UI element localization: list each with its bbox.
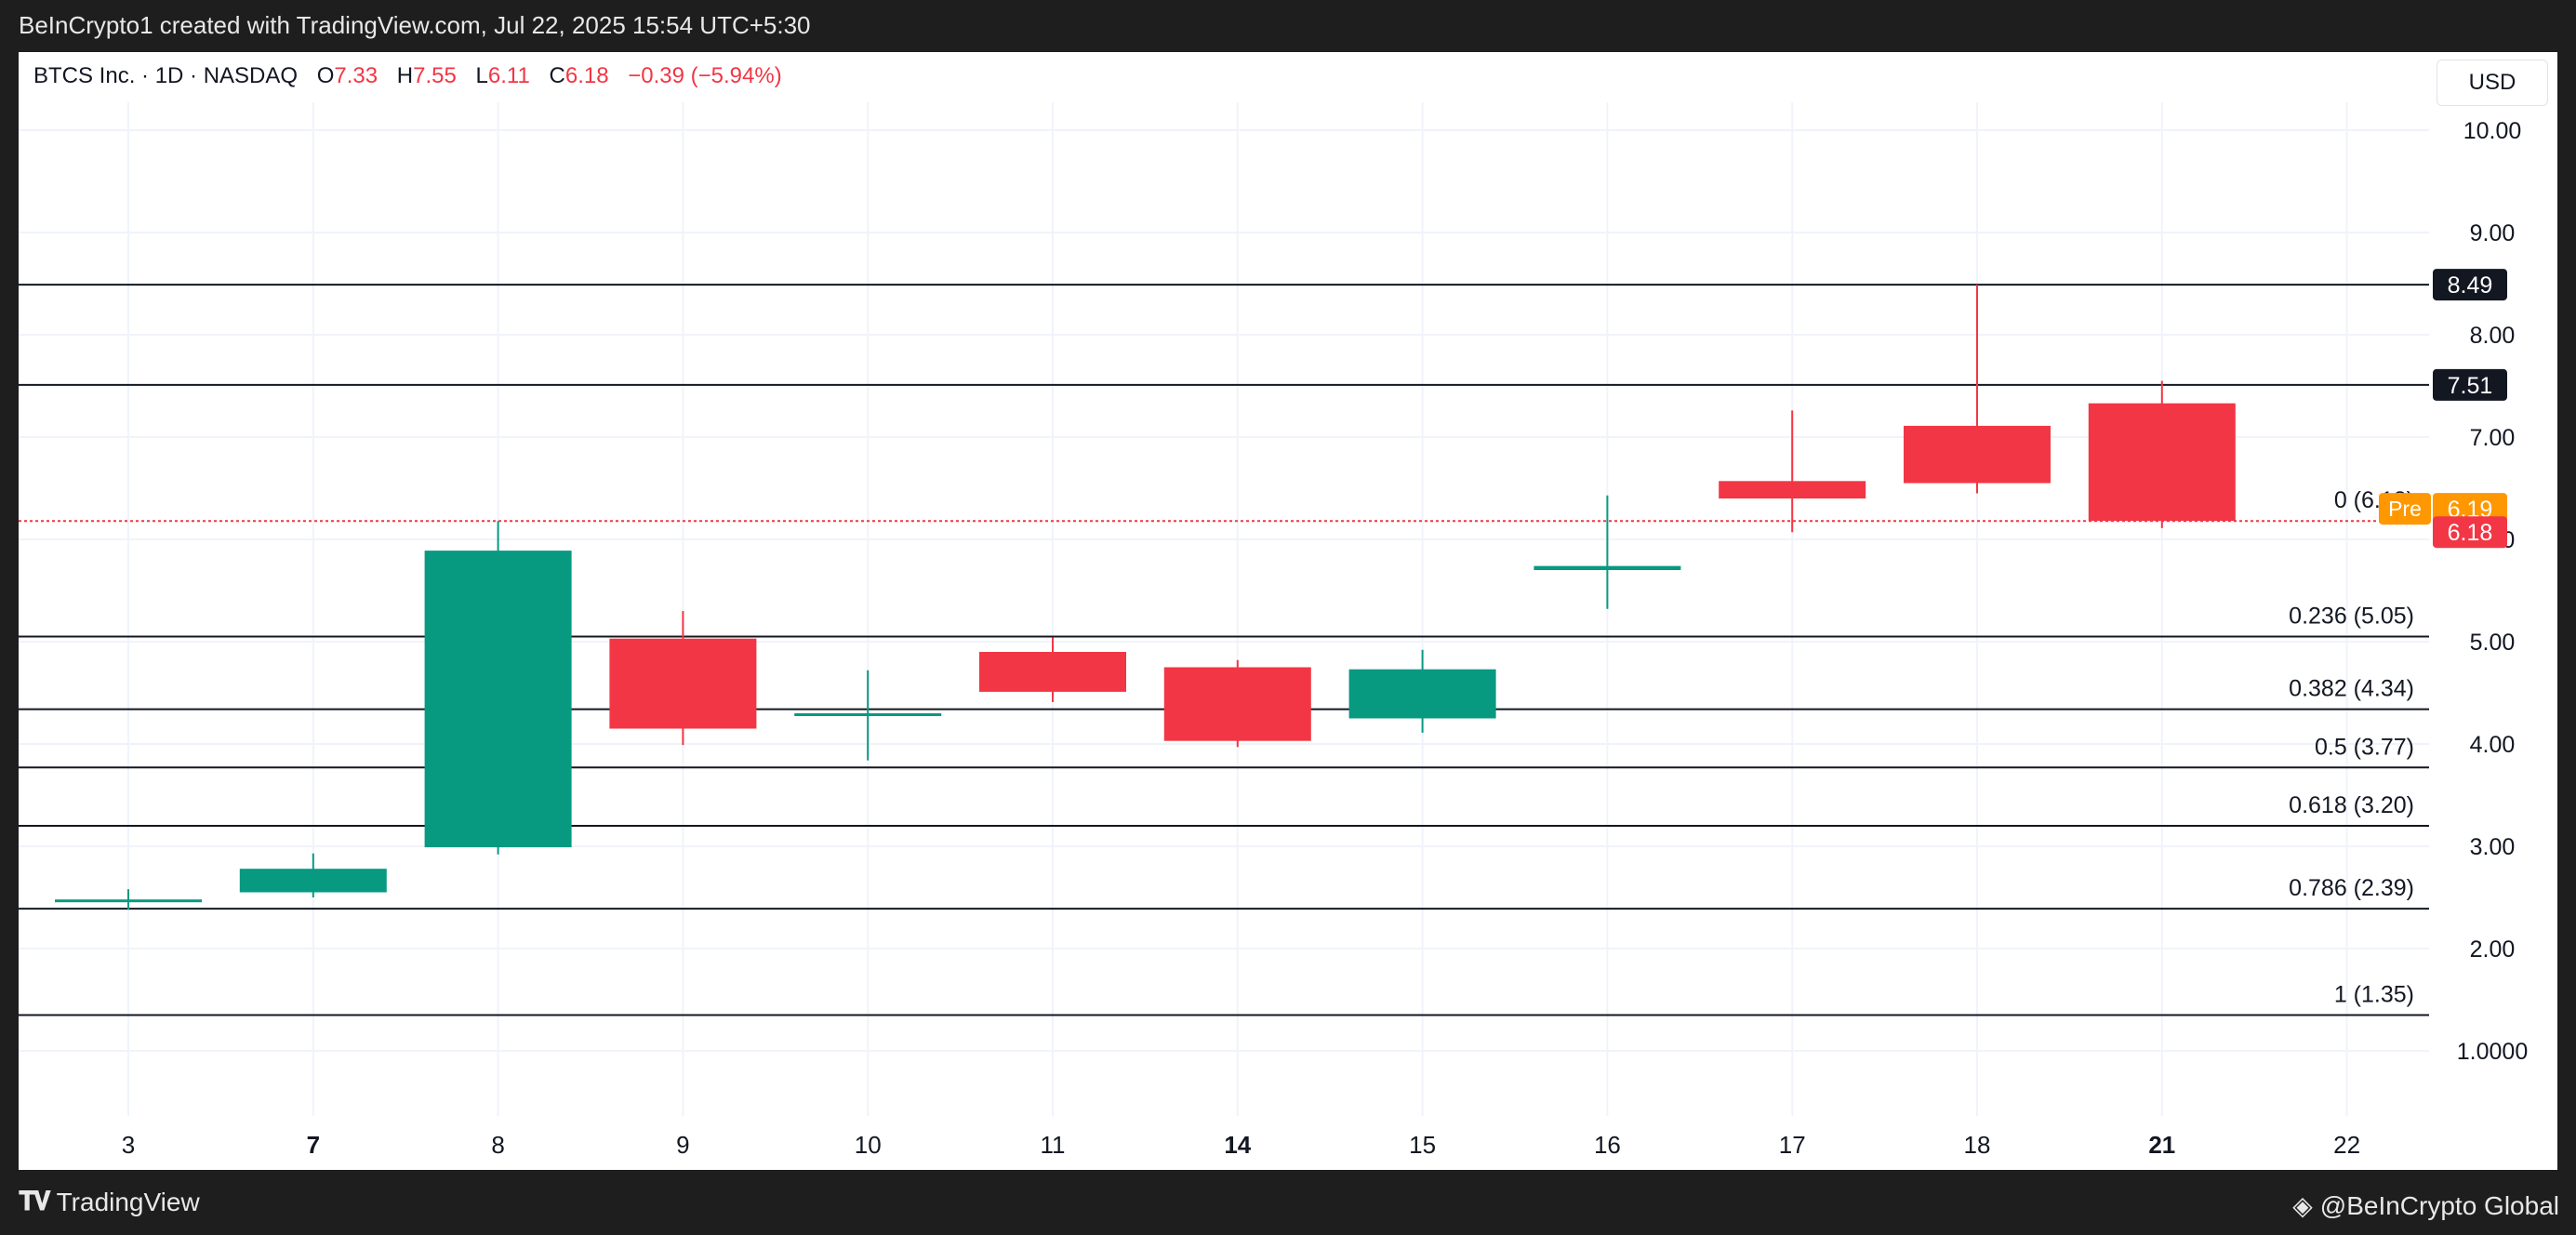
price-level-badge	[2433, 368, 2507, 401]
candle-body	[2088, 403, 2236, 522]
pre-market-tag	[2379, 493, 2431, 525]
candle-body	[609, 638, 757, 729]
fib-level-label: 1 (1.35)	[2334, 982, 2414, 1008]
symbol-legend: BTCS Inc. · 1D · NASDAQ O7.33 H7.55 L6.1…	[33, 63, 782, 89]
fib-level-label: 0.5 (3.77)	[2315, 734, 2414, 760]
fib-level-label: 0.786 (2.39)	[2289, 875, 2414, 901]
watermark-text: @BeInCrypto Global	[2319, 1190, 2559, 1220]
watermark: ◈ @BeInCrypto Global	[2292, 1190, 2559, 1221]
x-tick-label: 10	[855, 1131, 882, 1159]
candle-body	[1163, 667, 1311, 741]
close-value: 6.18	[564, 63, 609, 88]
x-tick-label: 9	[676, 1131, 689, 1159]
symbol-label: BTCS Inc. · 1D · NASDAQ	[33, 63, 299, 88]
close-label: C	[549, 63, 565, 88]
y-tick-label: 8.00	[2470, 323, 2516, 349]
candle-body	[424, 551, 572, 848]
y-tick-label: 9.00	[2470, 220, 2516, 246]
fib-level-label: 0.618 (3.20)	[2289, 792, 2414, 818]
price-level-badge-label: 8.49	[2448, 272, 2493, 299]
x-tick-label: 11	[1041, 1131, 1066, 1159]
diamond-icon: ◈	[2292, 1191, 2313, 1220]
candle-body	[1534, 565, 1681, 570]
candle-body	[794, 713, 942, 716]
fib-level-label: 0.382 (4.34)	[2289, 676, 2414, 702]
top-bar: BeInCrypto1 created with TradingView.com…	[0, 0, 2576, 52]
x-tick-label: 22	[2333, 1131, 2360, 1159]
tradingview-brand: TradingView	[56, 1187, 200, 1216]
open-label: O	[316, 63, 335, 88]
fib-level-label: 0.236 (5.05)	[2289, 604, 2414, 630]
last-price-label: 6.18	[2448, 520, 2493, 546]
x-tick-label: 17	[1779, 1131, 1806, 1159]
candle-body	[1348, 669, 1496, 719]
x-tick-label: 15	[1409, 1131, 1436, 1159]
tradingview-logo[interactable]: 𝐓𝐕 TradingView	[19, 1187, 200, 1217]
y-tick-label: 4.00	[2470, 732, 2516, 758]
y-tick-label: 7.00	[2470, 425, 2516, 451]
bottom-bar	[0, 1170, 2576, 1235]
candle-body	[1719, 481, 1866, 498]
y-tick-label: 1.0000	[2457, 1039, 2528, 1065]
low-value: 6.11	[487, 63, 530, 88]
candle-body	[1904, 425, 2051, 484]
price-level-badge	[2433, 269, 2507, 301]
high-value: 7.55	[413, 63, 457, 88]
open-value: 7.33	[334, 63, 378, 88]
high-label: H	[396, 63, 414, 88]
price-level-badge-label: 7.51	[2448, 373, 2493, 399]
x-tick-label: 21	[2148, 1131, 2175, 1159]
x-tick-label: 3	[122, 1131, 135, 1159]
x-tick-label: 16	[1594, 1131, 1621, 1159]
low-label: L	[475, 63, 488, 88]
tradingview-icon: 𝐓𝐕	[19, 1187, 51, 1215]
candle-body	[55, 899, 202, 903]
y-tick-label: 10.00	[2463, 118, 2522, 144]
last-price-badge	[2433, 516, 2507, 549]
candle-body	[979, 652, 1126, 692]
candle-body	[239, 869, 387, 893]
y-tick-label: 2.00	[2470, 936, 2516, 963]
created-by-text: BeInCrypto1 created with TradingView.com…	[19, 11, 811, 39]
currency-button[interactable]: USD	[2437, 60, 2548, 106]
y-tick-label: 5.00	[2470, 630, 2516, 656]
x-tick-label: 7	[307, 1131, 320, 1159]
y-tick-label: 3.00	[2470, 834, 2516, 860]
change-value: −0.39 (−5.94%)	[628, 63, 782, 88]
pre-market-tag-label: Pre	[2388, 497, 2422, 521]
x-tick-label: 8	[491, 1131, 504, 1159]
x-tick-label: 18	[1964, 1131, 1991, 1159]
x-tick-label: 14	[1224, 1131, 1251, 1159]
